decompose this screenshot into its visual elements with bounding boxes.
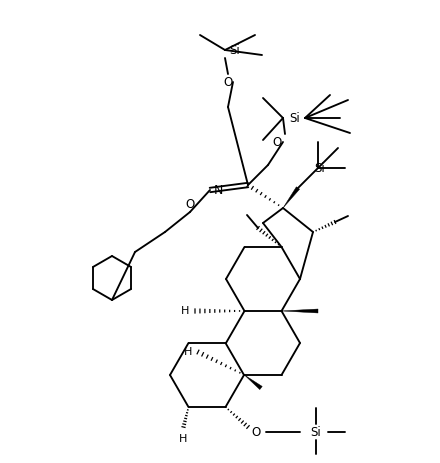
- Polygon shape: [282, 309, 318, 313]
- Text: H: H: [184, 347, 192, 357]
- Text: O: O: [185, 199, 194, 212]
- Text: O: O: [224, 75, 233, 88]
- Polygon shape: [245, 375, 262, 389]
- Polygon shape: [283, 187, 300, 208]
- Text: H: H: [181, 306, 189, 316]
- Text: O: O: [272, 136, 282, 149]
- Text: O: O: [251, 425, 260, 438]
- Text: Si: Si: [290, 112, 301, 125]
- Text: N: N: [213, 183, 223, 196]
- Text: Si: Si: [311, 425, 321, 438]
- Text: Si: Si: [230, 44, 240, 56]
- Text: Si: Si: [315, 162, 325, 175]
- Text: H: H: [180, 434, 188, 444]
